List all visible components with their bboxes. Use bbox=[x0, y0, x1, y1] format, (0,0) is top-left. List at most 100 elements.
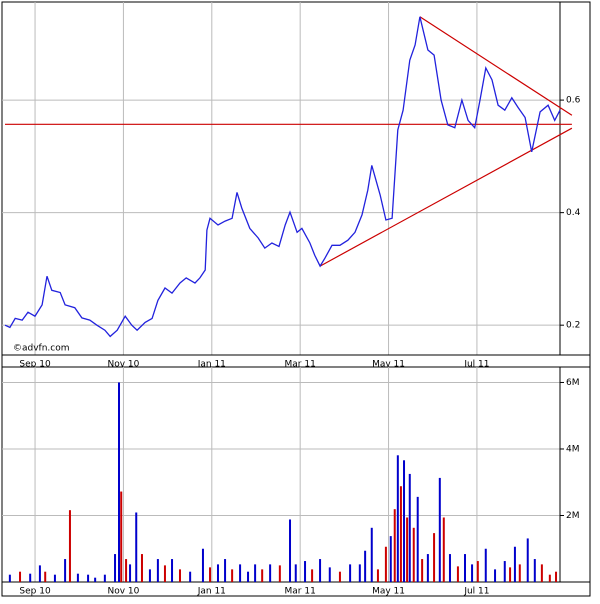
x-tick-label: Jul 11 bbox=[463, 360, 489, 370]
volume-bar bbox=[518, 564, 521, 582]
y-tick-label: 6M bbox=[566, 378, 580, 388]
volume-bar bbox=[19, 571, 22, 582]
volume-bar bbox=[376, 569, 379, 582]
volume-bar bbox=[53, 574, 56, 582]
volume-bar bbox=[294, 564, 297, 582]
volume-bar bbox=[403, 460, 406, 582]
volume-bar bbox=[178, 569, 181, 582]
volume-bar bbox=[171, 559, 174, 582]
volume-bar bbox=[463, 554, 466, 582]
volume-bar bbox=[393, 509, 396, 582]
volume-bar bbox=[503, 561, 506, 582]
volume-bar bbox=[247, 571, 250, 582]
volume-bar bbox=[399, 486, 402, 582]
volume-bar bbox=[442, 517, 445, 582]
y-tick-label: 0.6 bbox=[566, 96, 581, 106]
volume-bar bbox=[396, 455, 399, 582]
volume-bar bbox=[94, 577, 97, 582]
volume-bar bbox=[64, 559, 67, 582]
volume-bar bbox=[261, 569, 264, 582]
volume-bar bbox=[135, 512, 138, 582]
volume-bar bbox=[201, 548, 204, 582]
y-tick-label: 2M bbox=[566, 511, 580, 521]
plot-frame bbox=[1, 1, 591, 368]
volume-bar bbox=[408, 473, 411, 582]
volume-bar bbox=[426, 554, 429, 582]
volume-bar bbox=[278, 565, 281, 582]
volume-bar bbox=[319, 559, 322, 582]
x-tick-label: Jan 11 bbox=[197, 587, 226, 597]
x-tick-label: Mar 11 bbox=[285, 587, 316, 597]
volume-bar bbox=[125, 559, 128, 582]
price-line bbox=[4, 16, 561, 338]
watermark: ©advfn.com bbox=[13, 344, 70, 354]
volume-bar bbox=[364, 550, 367, 582]
volume-bar bbox=[389, 536, 392, 582]
volume-bar bbox=[540, 564, 543, 582]
x-tick-label: Jan 11 bbox=[197, 360, 226, 370]
volume-bar bbox=[513, 546, 516, 582]
volume-bar bbox=[358, 564, 361, 582]
volume-bar bbox=[209, 567, 212, 582]
volume-bar bbox=[87, 574, 90, 582]
volume-bar bbox=[8, 574, 11, 582]
volume-bar bbox=[421, 559, 424, 582]
volume-bar bbox=[289, 519, 292, 582]
volume-bar bbox=[231, 569, 234, 582]
volume-bar bbox=[120, 491, 123, 582]
volume-bar bbox=[548, 574, 551, 582]
x-tick-label: Sep 10 bbox=[19, 360, 51, 370]
volume-bar bbox=[148, 569, 151, 582]
volume-bar bbox=[349, 564, 352, 582]
volume-bar bbox=[406, 517, 409, 582]
volume-bar bbox=[494, 569, 497, 582]
volume-bar bbox=[448, 554, 451, 582]
x-tick-label: Sep 10 bbox=[19, 587, 51, 597]
volume-bar bbox=[38, 565, 41, 582]
volume-bar bbox=[412, 527, 415, 582]
volume-bar bbox=[156, 559, 159, 582]
volume-bar bbox=[44, 571, 47, 582]
volume-bar bbox=[484, 548, 487, 582]
volume-bar bbox=[433, 533, 436, 582]
volume-bar bbox=[114, 554, 117, 582]
volume-bar bbox=[254, 564, 257, 582]
volume-bar bbox=[103, 574, 106, 582]
volume-bar bbox=[370, 527, 373, 582]
volume-bar bbox=[526, 538, 529, 582]
volume-bar bbox=[471, 564, 474, 582]
volume-bar bbox=[140, 554, 143, 582]
volume-bar bbox=[533, 559, 536, 582]
volume-bar bbox=[239, 564, 242, 582]
x-tick-label: Mar 11 bbox=[285, 360, 316, 370]
plot-frame bbox=[1, 366, 591, 597]
x-tick-label: Nov 10 bbox=[107, 587, 139, 597]
volume-bar bbox=[509, 567, 512, 582]
trend-line bbox=[319, 127, 573, 267]
volume-bar bbox=[189, 571, 192, 582]
volume-bar bbox=[68, 510, 71, 582]
volume-bar bbox=[416, 496, 419, 582]
volume-bar bbox=[438, 477, 441, 582]
y-tick-label: 4M bbox=[566, 444, 580, 454]
volume-bar bbox=[118, 382, 121, 582]
volume-bar bbox=[384, 546, 387, 582]
volume-bar bbox=[129, 564, 132, 582]
trend-line bbox=[419, 16, 573, 116]
volume-bar bbox=[216, 564, 219, 582]
volume-bar bbox=[328, 567, 331, 582]
volume-bar bbox=[476, 561, 479, 582]
volume-bar bbox=[224, 559, 227, 582]
volume-bar bbox=[311, 569, 314, 582]
volume-bar bbox=[76, 573, 79, 582]
volume-bar bbox=[163, 565, 166, 582]
volume-bar bbox=[555, 571, 558, 582]
x-tick-label: May 11 bbox=[372, 587, 405, 597]
volume-bar bbox=[304, 561, 307, 582]
volume-bar bbox=[29, 573, 32, 582]
y-tick-label: 0.2 bbox=[566, 321, 580, 331]
volume-bar bbox=[456, 566, 459, 582]
x-tick-label: Jul 11 bbox=[463, 587, 489, 597]
